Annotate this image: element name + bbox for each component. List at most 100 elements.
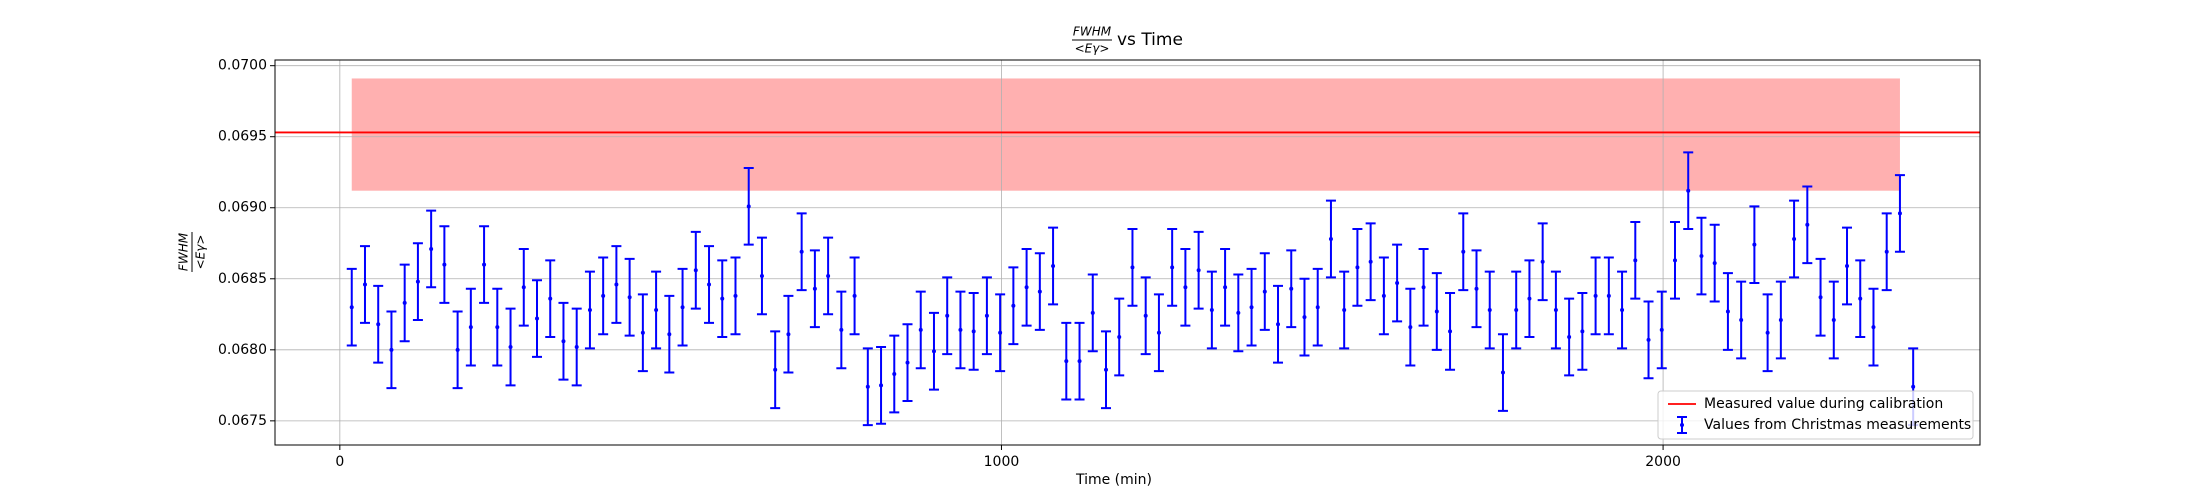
y-tick-label: 0.0695 (218, 129, 267, 145)
data-point (442, 262, 447, 267)
data-point (958, 327, 963, 332)
data-point (362, 282, 367, 287)
data-point (482, 262, 487, 267)
data-point (535, 316, 540, 321)
data-point (1223, 285, 1228, 290)
data-point (1117, 335, 1122, 340)
fraction-numerator: FWHM (177, 232, 191, 271)
data-point (508, 344, 513, 349)
data-point (1514, 308, 1519, 313)
data-point (574, 344, 579, 349)
data-point (905, 360, 910, 365)
data-point (1077, 359, 1082, 364)
data-point (984, 313, 989, 318)
data-point (879, 383, 884, 388)
data-point (1540, 259, 1545, 264)
data-point (1686, 188, 1691, 193)
data-point (640, 330, 645, 335)
data-point (1553, 308, 1558, 313)
data-point (1845, 263, 1850, 268)
data-point (349, 305, 354, 310)
data-point (998, 330, 1003, 335)
data-point (1209, 308, 1214, 313)
data-point (1196, 268, 1201, 273)
x-axis-label: Time (min) (1075, 472, 1152, 488)
data-point (892, 371, 897, 376)
legend-box (1657, 390, 1974, 440)
data-point (1765, 330, 1770, 335)
data-point (415, 279, 420, 284)
data-point (1381, 293, 1386, 298)
data-point (1593, 293, 1598, 298)
data-point (931, 349, 936, 354)
data-point (1659, 327, 1664, 332)
data-point (1461, 249, 1466, 254)
plot-frame (274, 59, 1981, 446)
data-point (1672, 258, 1677, 263)
fraction-denominator: <Eγ> (1075, 42, 1110, 56)
data-point (1500, 370, 1505, 375)
data-point (746, 204, 751, 209)
data-point (521, 285, 526, 290)
data-point (799, 249, 804, 254)
legend-swatch (1680, 423, 1684, 427)
data-point (587, 308, 592, 313)
y-axis-label: FWHM <Eγ> (177, 232, 208, 272)
data-point (1408, 325, 1413, 330)
y-tick-label: 0.0700 (218, 58, 267, 74)
data-point (1818, 295, 1823, 300)
data-point (839, 327, 844, 332)
x-tick-label: 1000 (984, 454, 1020, 470)
data-point (1103, 367, 1108, 372)
data-point (1130, 265, 1135, 270)
data-point (1699, 254, 1704, 259)
data-point (1739, 317, 1744, 322)
data-point (1606, 293, 1611, 298)
data-point (1011, 303, 1016, 308)
data-point (1884, 249, 1889, 254)
data-point (812, 286, 817, 291)
data-point (1633, 258, 1638, 263)
x-tick-label: 2000 (1645, 454, 1681, 470)
data-point (1831, 317, 1836, 322)
data-point (429, 246, 434, 251)
data-point (402, 300, 407, 305)
data-point (1342, 308, 1347, 313)
data-point (1156, 330, 1161, 335)
data-point (614, 282, 619, 287)
data-point (1911, 384, 1916, 389)
data-point (1024, 285, 1029, 290)
legend-label: Measured value during calibration (1704, 396, 1943, 412)
fraction-denominator: <Eγ> (194, 235, 208, 270)
data-point (1368, 259, 1373, 264)
y-tick-label: 0.0690 (218, 200, 267, 216)
data-point (1236, 310, 1241, 315)
data-point (1712, 261, 1717, 266)
data-point (561, 339, 566, 344)
data-point (495, 325, 500, 330)
data-point (1090, 310, 1095, 315)
data-point (1183, 285, 1188, 290)
data-point (1289, 286, 1294, 291)
data-point (1170, 265, 1175, 270)
data-point (707, 282, 712, 287)
calibration-band (351, 78, 1900, 191)
data-point (786, 332, 791, 337)
data-point (693, 268, 698, 273)
data-point (1646, 337, 1651, 342)
data-point (865, 384, 870, 389)
data-point (1276, 322, 1281, 327)
data-point (1249, 305, 1254, 310)
data-point (1421, 285, 1426, 290)
y-tick-label: 0.0675 (218, 413, 267, 429)
data-point (852, 293, 857, 298)
legend-label: Values from Christmas measurements (1704, 417, 1971, 433)
data-point (733, 293, 738, 298)
data-point (1620, 308, 1625, 313)
data-point (654, 308, 659, 313)
data-point (971, 329, 976, 334)
data-point (1778, 317, 1783, 322)
data-point (1871, 325, 1876, 330)
y-tick-label: 0.0685 (218, 271, 267, 287)
